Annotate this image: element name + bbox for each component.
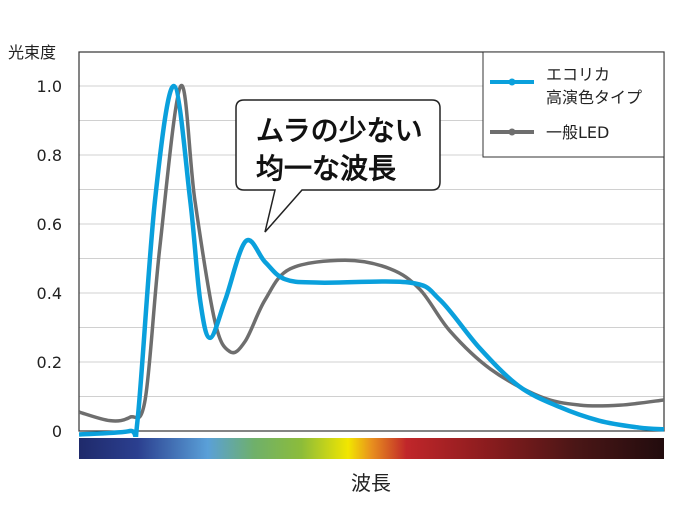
legend-label-ecorica-1: エコリカ [546, 65, 610, 84]
legend-label-led: 一般LED [546, 123, 609, 142]
legend: エコリカ 高演色タイプ 一般LED [482, 51, 665, 158]
plot-frame [78, 51, 665, 432]
y-tick-label: 0.6 [37, 215, 62, 234]
x-axis-label: 波長 [351, 471, 391, 495]
callout-line-2: 均一な波長 [256, 152, 397, 185]
y-tick-label: 0.8 [37, 146, 62, 165]
y-tick-label: 0.2 [37, 353, 62, 372]
series-line-led [79, 84, 664, 423]
y-tick-label: 1.0 [37, 77, 62, 96]
legend-label-ecorica-2: 高演色タイプ [546, 88, 642, 107]
y-tick-label: 0 [52, 422, 62, 441]
y-ticks: 0 0.2 0.4 0.6 0.8 1.0 [37, 77, 62, 441]
callout-line-1: ムラの少ない [256, 114, 423, 147]
y-tick-label: 0.4 [37, 284, 62, 303]
callout: ムラの少ない 均一な波長 [235, 99, 441, 233]
spectrum-bar [79, 438, 664, 459]
y-axis-label: 光束度 [8, 43, 56, 62]
series-line-ecorica [79, 83, 664, 437]
